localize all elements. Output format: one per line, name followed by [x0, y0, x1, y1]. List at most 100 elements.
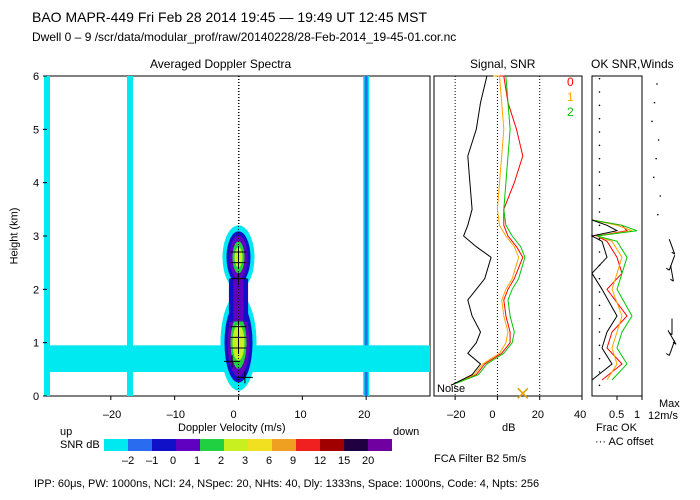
ac-offset-dot	[598, 291, 601, 293]
signal-x-tick-label: 20	[532, 409, 544, 421]
wind-arrow-head	[671, 251, 676, 255]
plot-title-line1: BAO MAPR-449 Fri Feb 28 2014 19:45 — 19:…	[32, 9, 428, 25]
wind-arrow-head	[670, 278, 674, 282]
frac-ok-line	[591, 219, 633, 381]
colorbar-tick-label: 9	[290, 455, 296, 467]
winds-x-tick-label: 1	[634, 409, 640, 421]
colorbar-label: SNR dB	[60, 439, 100, 451]
legend-series-2: 2	[567, 105, 574, 119]
colorbar-tick-label: 2	[218, 455, 224, 467]
winds-ok-lines: 0.5 1	[590, 77, 677, 421]
wind-arrow	[668, 340, 676, 356]
ac-offset-dot	[598, 77, 601, 80]
spectra-y-label: Height (km)	[8, 207, 21, 265]
x-tick-label: –10	[167, 409, 185, 421]
signal-x-tick-label: 40	[574, 409, 586, 421]
ac-offset-dot	[598, 277, 601, 280]
wind-dot	[659, 195, 662, 197]
ac-offset-label: ··· AC offset	[595, 436, 654, 448]
ac-offset-dot	[598, 211, 601, 213]
spectra-title: Averaged Doppler Spectra	[150, 57, 292, 71]
signal-x-tick-label: –20	[447, 409, 465, 421]
signal-title: Signal, SNR	[470, 57, 536, 71]
wind-arrow	[670, 265, 674, 282]
colorbar-tick-label: 6	[266, 455, 272, 467]
colorbar-swatch	[272, 439, 296, 451]
y-tick-label: 3	[33, 231, 39, 243]
spectra-down-label: down	[393, 426, 420, 438]
frac-ok-line	[590, 219, 619, 381]
ac-offset-dot	[598, 197, 601, 200]
colorbar-swatch	[296, 439, 320, 451]
signal-series-line	[450, 75, 526, 386]
ac-offset-dot	[598, 317, 601, 320]
ac-offset-dot	[598, 224, 601, 227]
legend-series-1: 1	[567, 90, 574, 104]
params-line: IPP: 60μs, PW: 1000ns, NCI: 24, NSpec: 2…	[34, 478, 540, 490]
wind-dot	[657, 139, 660, 141]
wind-dot	[651, 120, 653, 123]
colorbar-tick-label: 20	[362, 455, 374, 467]
signal-x-tick-label: 0	[489, 409, 495, 421]
y-tick-label: 4	[33, 178, 39, 190]
spectra-x-label: Doppler Velocity (m/s)	[178, 422, 286, 434]
wind-dot	[655, 157, 657, 160]
clutter-line-core	[364, 76, 368, 396]
ac-offset-dot	[598, 131, 601, 133]
signal-series-line	[450, 75, 524, 386]
colorbar-swatch	[248, 439, 272, 451]
ac-offset-dot	[598, 357, 601, 360]
wind-arrow	[668, 238, 676, 255]
colorbar: –2 –1 0 1 2 3 6 9 12 15 20	[104, 439, 392, 467]
winds-x-label: Frac OK	[596, 422, 637, 434]
winds-x-tick-label: 0.5	[609, 409, 624, 421]
ac-offset-dot	[598, 331, 601, 333]
colorbar-swatch	[320, 439, 344, 451]
colorbar-swatch	[224, 439, 248, 451]
y-tick-label: 0	[33, 391, 39, 403]
x-tick-label: 0	[231, 409, 237, 421]
wind-arrow-head	[665, 353, 670, 356]
ac-offset-dot	[598, 304, 601, 307]
x-tick-label: –20	[103, 409, 121, 421]
y-tick-label: 1	[33, 338, 39, 350]
noise-label: Noise	[437, 383, 466, 395]
ac-offset-dot	[598, 91, 601, 93]
spectra-up-label: up	[60, 426, 73, 438]
wind-arrow	[668, 254, 676, 271]
winds-title: OK SNR,Winds	[591, 57, 674, 71]
plot-title-line2: Dwell 0 – 9 /scr/data/modular_prof/raw/2…	[32, 30, 457, 44]
ac-offset-dot	[598, 384, 601, 387]
frac-ok-line	[591, 219, 638, 381]
x-tick-label: 20	[358, 409, 370, 421]
signal-x-label: dB	[502, 422, 516, 434]
x-tick-label: 10	[294, 409, 306, 421]
signal-series-line	[450, 75, 492, 386]
colorbar-tick-label: 3	[242, 455, 248, 467]
signal-snr-lines: –20 0 20 40	[447, 75, 586, 421]
colorbar-swatch	[200, 439, 224, 451]
ac-offset-dot	[598, 157, 601, 160]
colorbar-tick-label: 15	[338, 455, 350, 467]
colorbar-swatch	[152, 439, 176, 451]
colorbar-tick-label: –2	[122, 455, 134, 467]
ac-offset-dot	[598, 237, 601, 240]
max-label: Max	[659, 398, 680, 410]
ac-offset-dot	[598, 117, 601, 120]
colorbar-tick-label: –1	[146, 455, 158, 467]
colorbar-swatch	[128, 439, 152, 451]
legend-series-0: 0	[567, 75, 574, 89]
colorbar-tick-label: 12	[314, 455, 326, 467]
signal-panel-frame	[433, 75, 583, 397]
clutter-line	[126, 76, 133, 396]
signal-series-line	[450, 75, 520, 386]
filter-label: FCA Filter B2 5m/s	[434, 453, 527, 465]
ac-offset-dot	[598, 104, 601, 107]
colorbar-swatch	[104, 439, 128, 451]
wind-dot	[657, 213, 659, 216]
colorbar-swatch	[176, 439, 200, 451]
spectra-heatmap: 0 1 2 3 4 5 6 –20 –10 0 10 20	[33, 71, 430, 421]
y-tick-label: 5	[33, 124, 39, 136]
ac-offset-dot	[598, 184, 601, 187]
